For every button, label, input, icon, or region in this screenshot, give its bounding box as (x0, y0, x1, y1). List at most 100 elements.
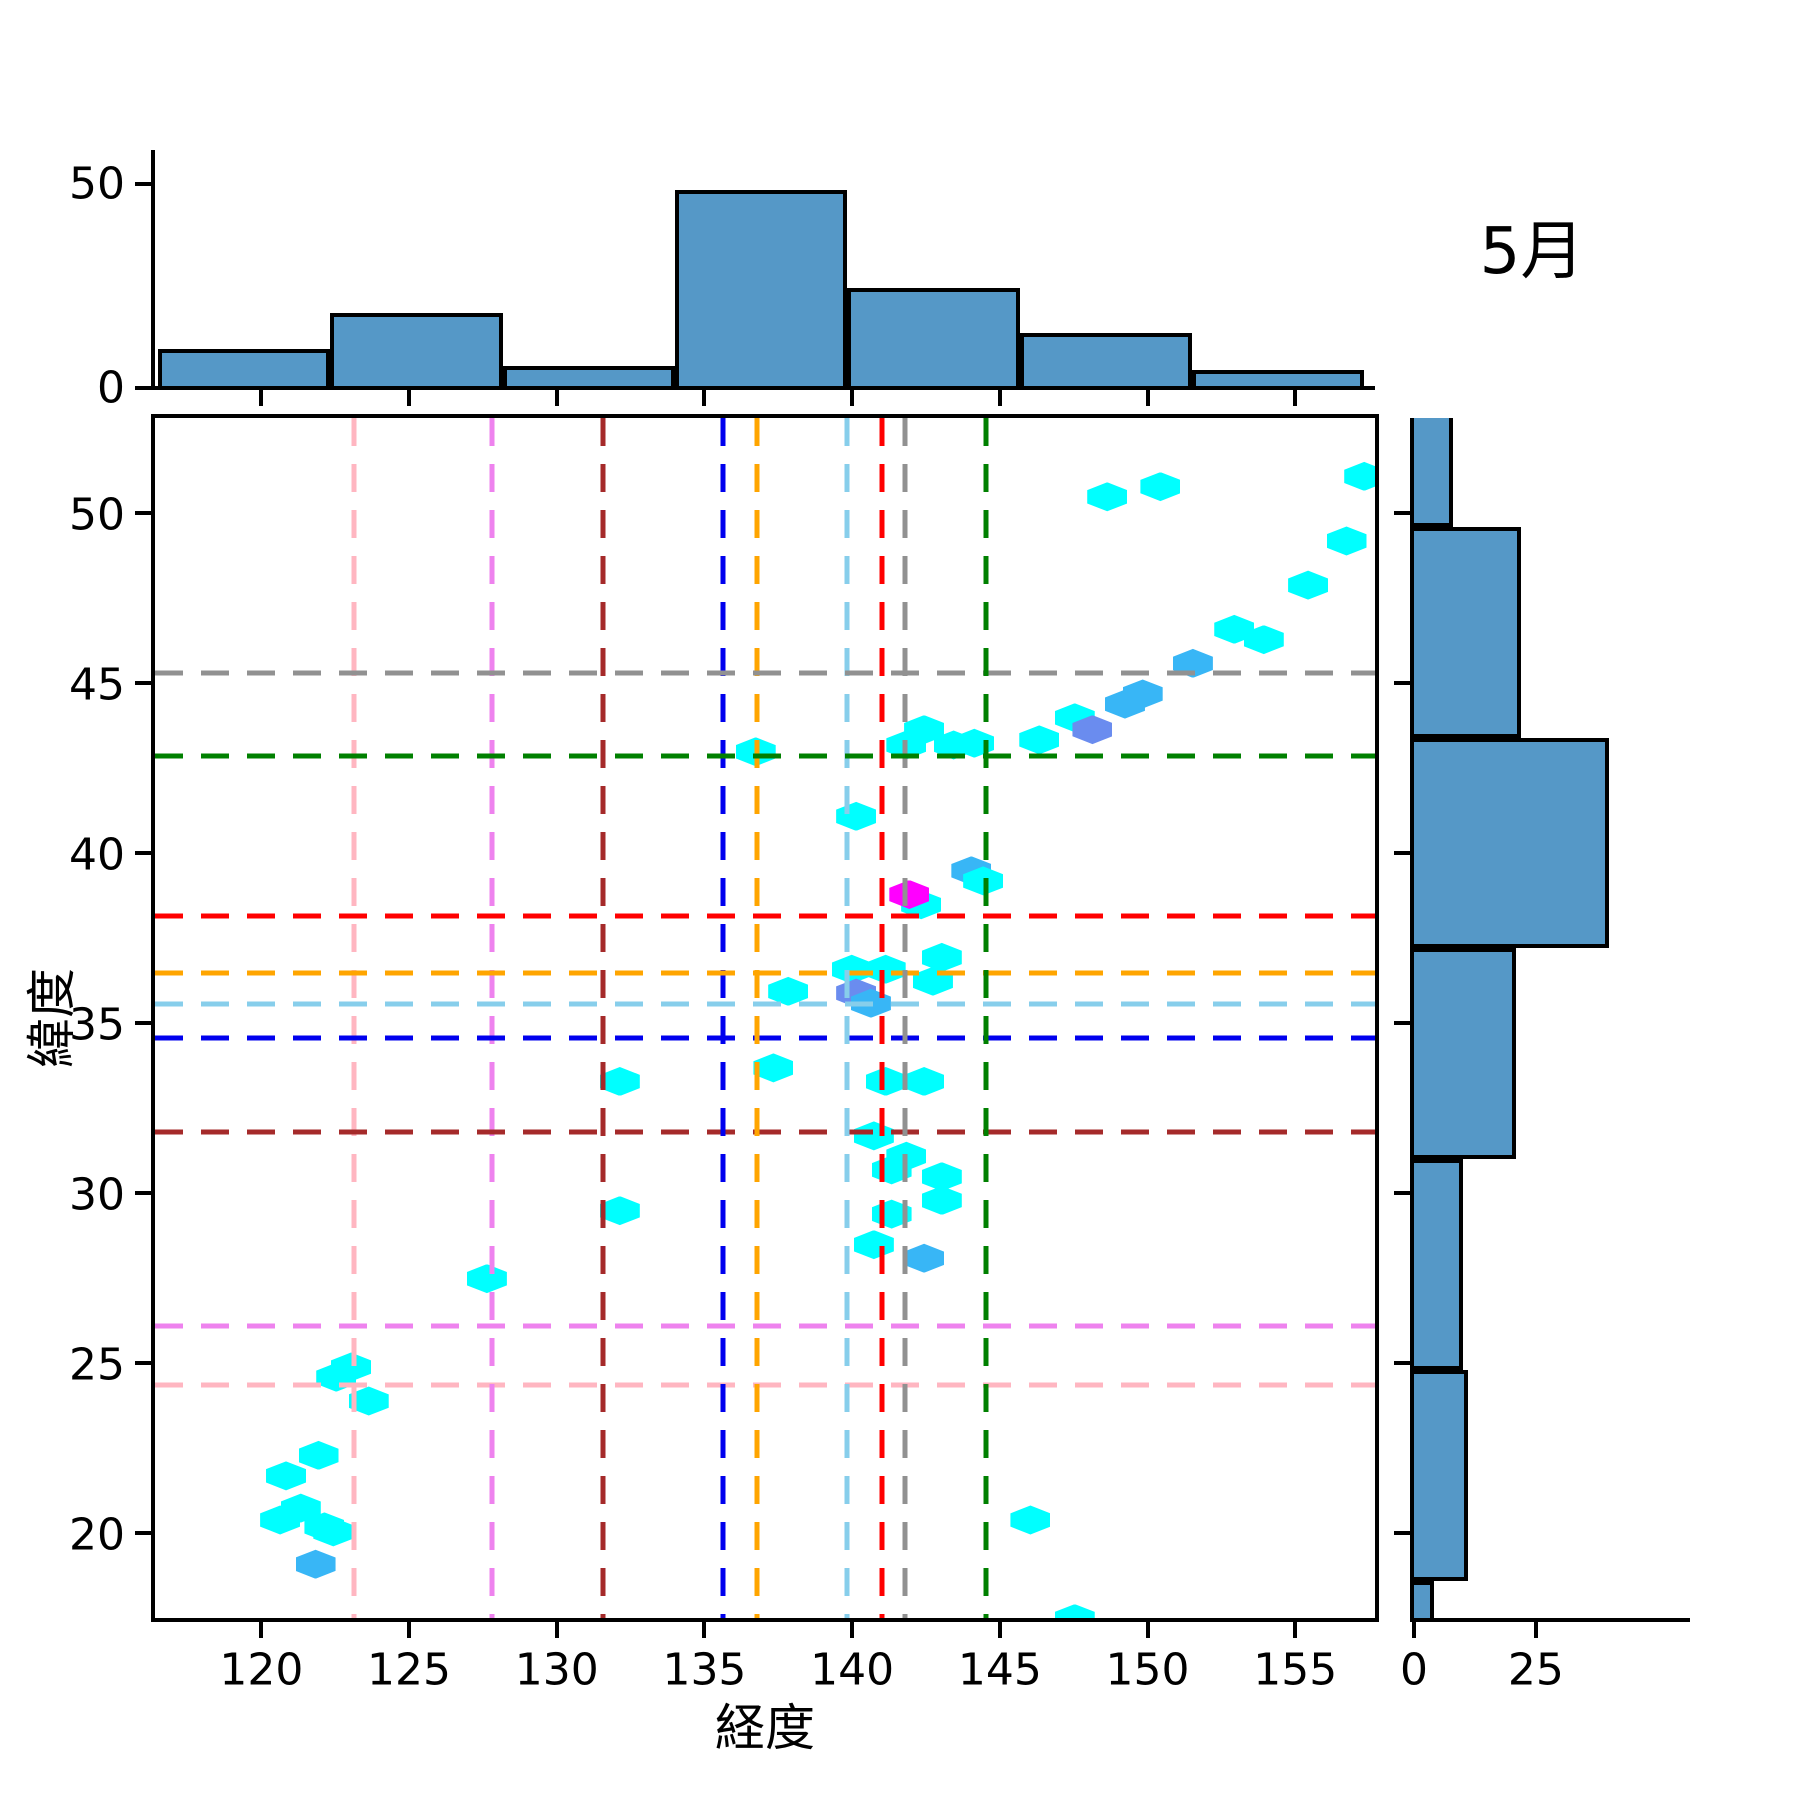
scatter-point (1010, 1505, 1051, 1535)
city-vline (844, 418, 850, 1618)
scatter-point (1288, 570, 1329, 600)
right-hist-y-tick (1394, 681, 1410, 686)
right-hist-bar (1410, 1369, 1468, 1581)
right-hist-y-tick (1394, 851, 1410, 856)
main-x-tick (407, 1622, 412, 1638)
city-vline (754, 418, 760, 1618)
scatter-point (904, 1243, 945, 1273)
right-hist-area (1410, 418, 1690, 1618)
main-y-tick-label: 45 (69, 659, 125, 711)
right-hist-bar (1410, 418, 1453, 527)
city-hline (155, 913, 1375, 919)
city-vline (902, 418, 908, 1618)
scatter-point (853, 1230, 894, 1260)
top-hist-x-tick (1145, 390, 1150, 406)
scatter-point (599, 1196, 640, 1226)
scatter-point (921, 942, 962, 972)
top-hist-bar (674, 190, 848, 390)
plot-title: 5月 (1479, 215, 1585, 289)
city-hline (155, 1001, 1375, 1007)
scatter-point (1054, 1604, 1095, 1618)
scatter-point (1019, 725, 1060, 755)
top-hist-left-spine (151, 150, 155, 390)
city-vline (489, 418, 495, 1618)
right-hist-x-tick (1412, 1622, 1416, 1638)
right-hist-y-tick (1394, 1191, 1410, 1196)
scatter-point (921, 1162, 962, 1192)
right-hist-bar (1410, 526, 1522, 738)
city-hline (155, 1382, 1375, 1388)
top-hist-bar (330, 312, 503, 390)
scatter-point (599, 1066, 640, 1096)
main-x-tick (1293, 1622, 1298, 1638)
main-x-tick-label: 120 (219, 1644, 304, 1696)
scatter-point (295, 1549, 336, 1579)
main-x-tick (997, 1622, 1002, 1638)
right-hist-bar (1410, 1159, 1463, 1370)
main-x-tick (702, 1622, 707, 1638)
main-x-tick-label: 135 (662, 1644, 747, 1696)
main-x-tick (850, 1622, 855, 1638)
scatter-point (865, 1066, 906, 1096)
scatter-point (1344, 461, 1375, 491)
top-hist-bar (1019, 332, 1192, 390)
top-hist-x-tick (554, 390, 559, 406)
main-x-tick-label: 130 (514, 1644, 599, 1696)
main-y-tick-label: 50 (69, 489, 125, 541)
right-hist-x-tick (1533, 1622, 1538, 1638)
city-hline (155, 1323, 1375, 1329)
right-hist-bar (1410, 948, 1517, 1160)
scatter-point (1087, 482, 1128, 512)
city-hline (155, 753, 1375, 759)
right-hist-x-tick-label: 25 (1507, 1644, 1564, 1696)
scatter-point (466, 1264, 507, 1294)
right-hist-bar (1410, 737, 1610, 949)
city-hline (155, 1035, 1375, 1041)
main-x-tick (554, 1622, 559, 1638)
top-hist-x-tick (407, 390, 412, 406)
main-y-tick (135, 511, 151, 516)
main-x-tick (1145, 1622, 1150, 1638)
main-x-tick-label: 125 (367, 1644, 452, 1696)
right-hist-y-tick (1394, 1021, 1410, 1026)
city-vline (351, 418, 357, 1618)
top-hist-x-tick (1293, 390, 1298, 406)
scatter-point (853, 1121, 894, 1151)
main-y-tick-label: 20 (69, 1509, 125, 1561)
city-hline (155, 970, 1375, 976)
right-hist-y-tick (1394, 1531, 1410, 1535)
main-y-tick-label: 35 (69, 999, 125, 1051)
main-x-tick (259, 1622, 264, 1638)
scatter-point (836, 801, 877, 831)
top-hist-y-tick (135, 386, 151, 390)
main-x-tick-label: 140 (810, 1644, 895, 1696)
scatter-point (1140, 472, 1181, 502)
scatter-point (1326, 526, 1367, 556)
right-hist-x-tick-label: 0 (1400, 1644, 1428, 1696)
scatter-point (266, 1461, 307, 1491)
top-hist-bar (157, 349, 331, 390)
main-plot-area (151, 414, 1379, 1622)
x-axis-label: 経度 (715, 1699, 815, 1757)
top-hist-bar (847, 288, 1020, 390)
right-hist-y-tick (1394, 1361, 1410, 1366)
right-hist-left-spine (1410, 418, 1414, 1622)
city-hline (155, 670, 1375, 676)
top-hist-y-tick (135, 181, 151, 186)
top-hist-x-tick (259, 390, 264, 406)
top-hist-y-tick-label: 50 (69, 158, 125, 210)
main-y-tick-label: 40 (69, 829, 125, 881)
main-y-tick-label: 25 (69, 1339, 125, 1391)
main-y-tick-label: 30 (69, 1169, 125, 1221)
top-hist-y-tick-label: 0 (97, 362, 125, 414)
main-x-tick-label: 145 (957, 1644, 1042, 1696)
main-x-tick-label: 150 (1105, 1644, 1190, 1696)
city-vline (983, 418, 989, 1618)
main-y-tick (135, 851, 151, 856)
main-y-tick (135, 1361, 151, 1366)
top-hist-x-tick (850, 390, 855, 406)
right-hist-bottom-spine (1410, 1618, 1690, 1622)
city-vline (600, 418, 606, 1618)
top-hist-x-tick (997, 390, 1002, 406)
scatter-point (865, 954, 906, 984)
